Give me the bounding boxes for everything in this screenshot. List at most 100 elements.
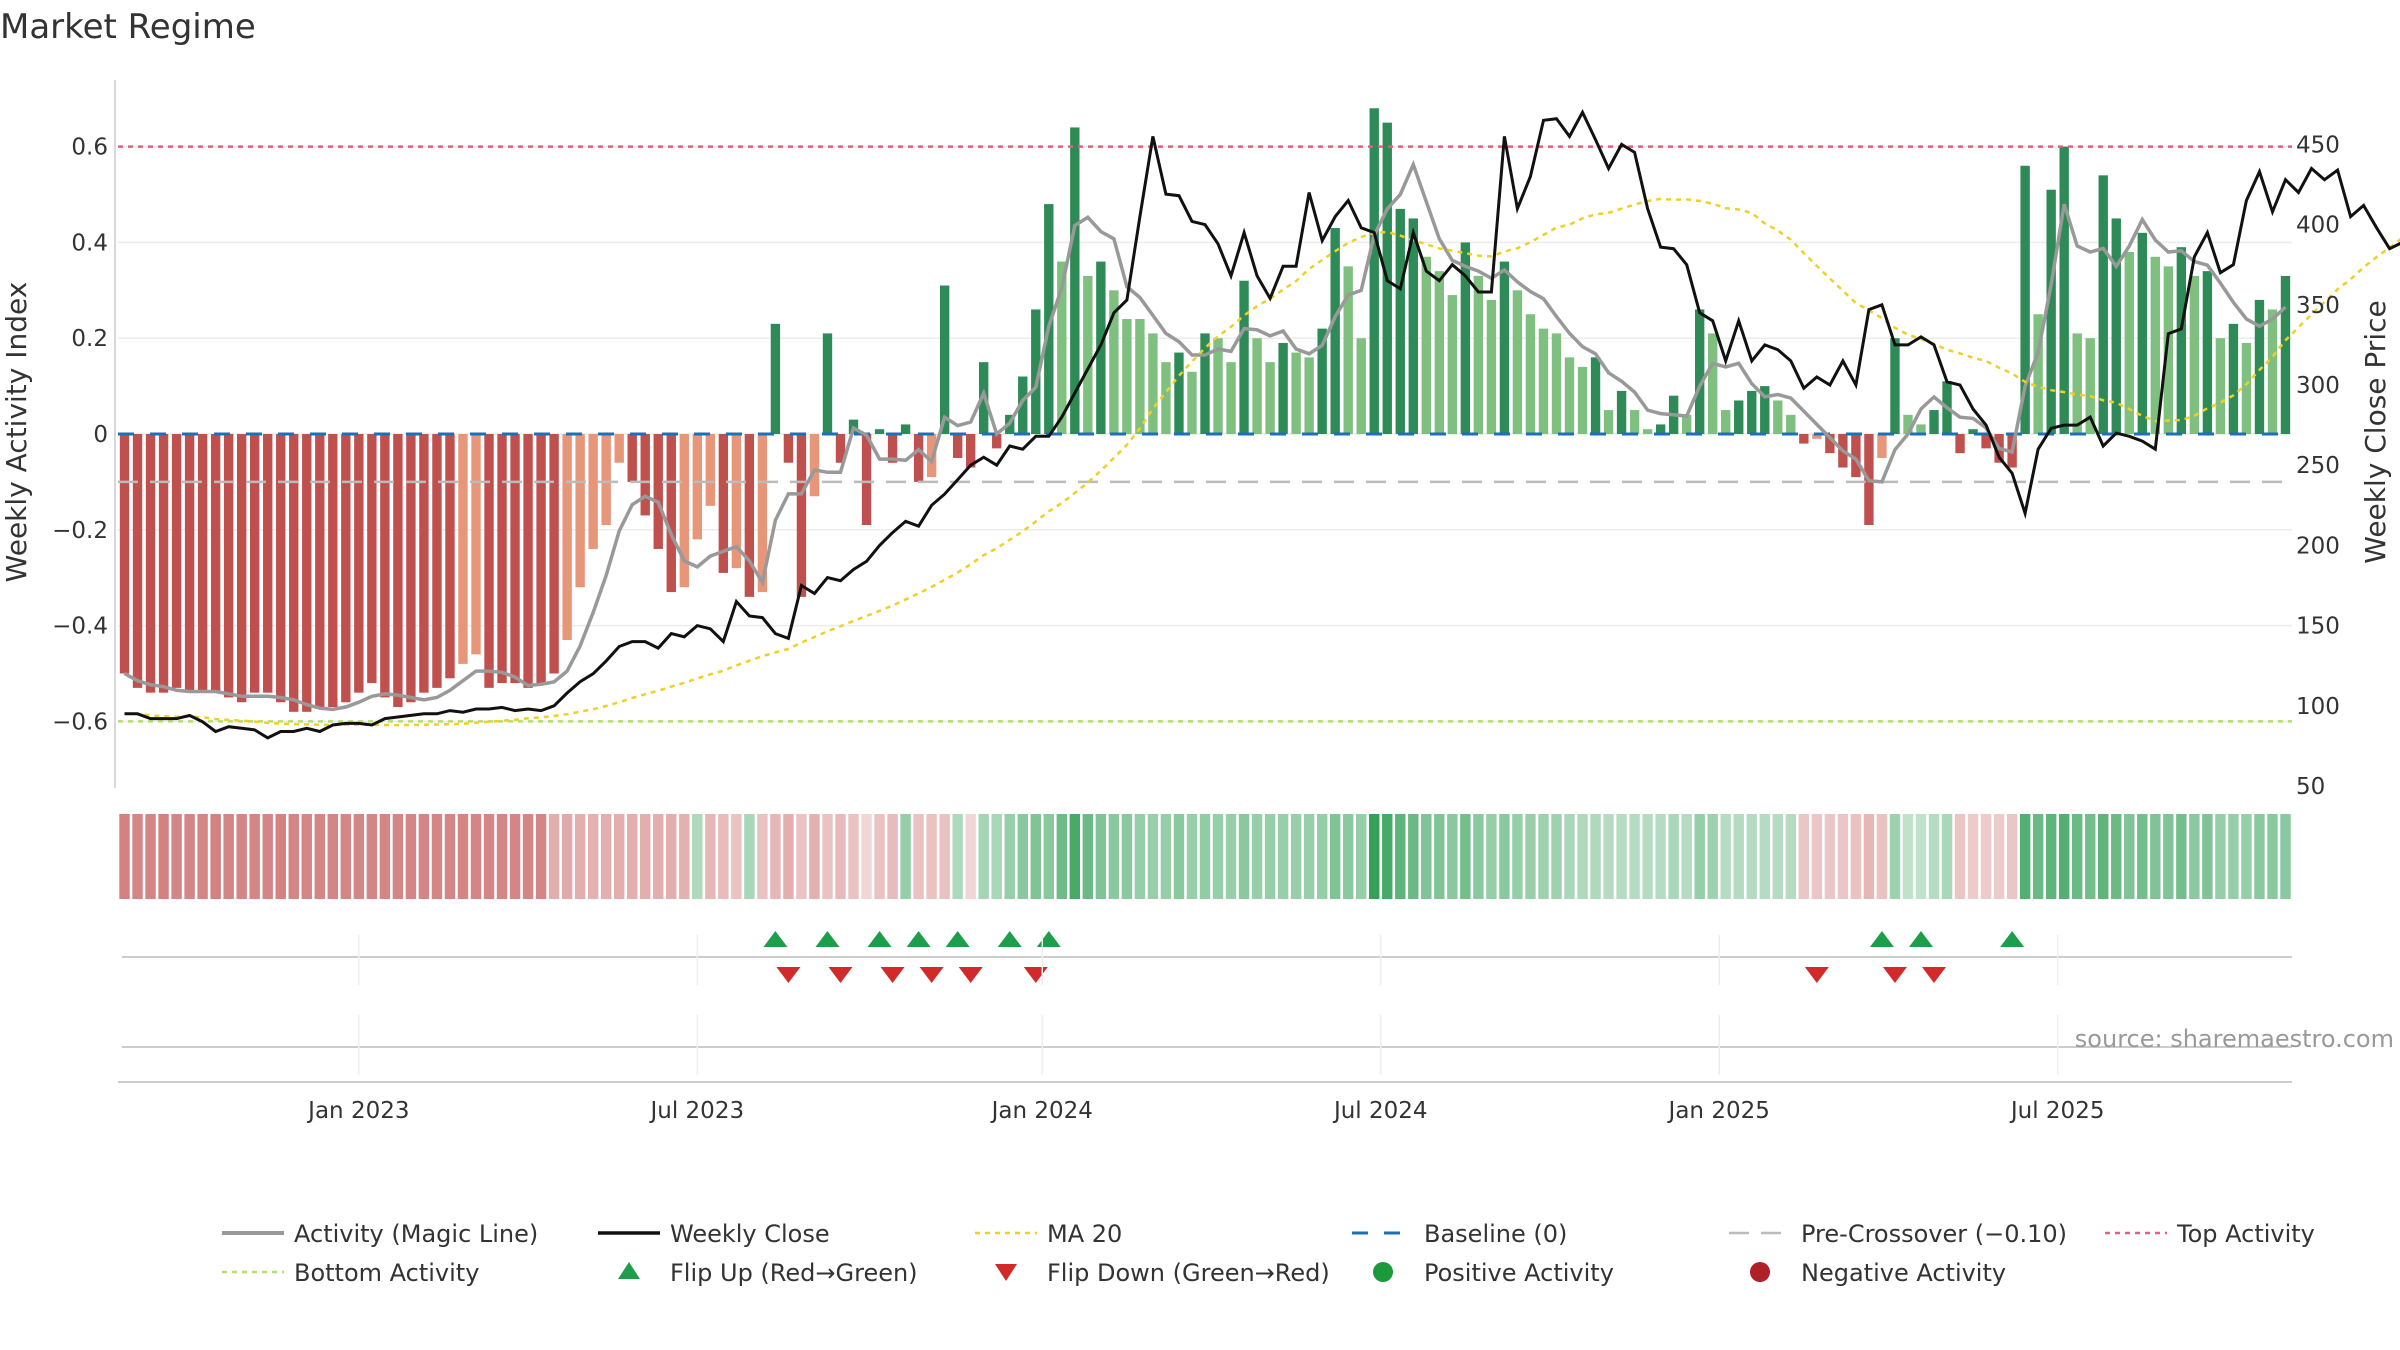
reference-lines (118, 145, 2292, 723)
activity-bar (197, 434, 208, 693)
band-cell (1173, 814, 1185, 899)
band-cell (171, 814, 182, 899)
legend-label: Weekly Close (670, 1220, 830, 1248)
activity-bar (1812, 434, 1822, 439)
band-cell (1121, 814, 1133, 899)
band-cell (1824, 814, 1836, 899)
band-cell (1746, 814, 1757, 899)
activity-bar (1890, 338, 1900, 434)
band-cell (666, 814, 677, 899)
activity-bar (770, 323, 781, 434)
band-cell (1980, 814, 1992, 899)
band-cell (1681, 814, 1692, 899)
activity-bar (1109, 290, 1119, 434)
legend-label: Bottom Activity (294, 1259, 479, 1287)
activity-bar (1018, 376, 1028, 434)
activity-bar (835, 434, 846, 463)
activity-bar (757, 434, 768, 593)
activity-bar (2111, 218, 2121, 434)
activity-bar (1369, 108, 1379, 434)
band-cell (496, 814, 508, 899)
activity-bar (1734, 400, 1744, 434)
activity-bar (1057, 261, 1067, 434)
band-cell (1629, 814, 1640, 899)
band-cell (1434, 814, 1445, 899)
activity-bar (1538, 328, 1549, 434)
band-cell (2045, 814, 2057, 899)
activity-bar (2124, 251, 2134, 434)
band-cell (1941, 814, 1953, 899)
band-cell (731, 814, 742, 899)
band-cell (509, 814, 521, 899)
band-cell (2019, 814, 2031, 899)
legend-item: MA 20 (975, 1220, 1122, 1248)
band-cell (1082, 814, 1094, 899)
activity-bar (1291, 352, 1301, 434)
band-cell (1186, 814, 1198, 899)
band-cell (770, 814, 781, 899)
activity-bar (1708, 333, 1718, 434)
activity-bar (145, 434, 156, 693)
band-cell (1850, 814, 1862, 899)
band-cell (939, 814, 950, 899)
activity-bars (119, 108, 2291, 712)
activity-bar (2215, 338, 2226, 434)
activity-bar (1434, 271, 1445, 434)
flip-down-marker (1922, 967, 1947, 983)
band-cell (119, 814, 130, 899)
band-cell (1290, 814, 1302, 899)
activity-bar (1135, 319, 1145, 434)
activity-bar (276, 434, 286, 703)
band-cell (1551, 814, 1562, 899)
activity-bar (2163, 266, 2174, 434)
activity-bar (1122, 319, 1132, 434)
flip-down-marker (776, 967, 801, 983)
flip-up-marker (763, 931, 788, 947)
activity-bar (2085, 338, 2095, 434)
activity-bar (1044, 204, 1054, 434)
activity-bar (1486, 299, 1497, 434)
band-cell (1004, 814, 1015, 899)
band-cell (1811, 814, 1823, 899)
activity-bar (210, 434, 221, 693)
band-cell (809, 814, 820, 899)
band-cell (835, 814, 846, 899)
band-cell (1095, 814, 1107, 899)
x-axis: Jan 2023 Jul 2023 Jan 2024 Jul 2024 Jan 2025… (118, 935, 2292, 1124)
y-left-tick-label: −0.4 (52, 614, 108, 640)
band-cell (2032, 814, 2044, 899)
activity-bar (1642, 429, 1653, 434)
activity-bar (1721, 410, 1731, 434)
band-cell (757, 814, 768, 899)
activity-bar (1786, 414, 1796, 434)
band-cell (1264, 814, 1276, 899)
activity-bar (601, 434, 611, 526)
band-cell (783, 814, 794, 899)
band-cell (1759, 814, 1770, 899)
legend-item: Pre-Crossover (−0.10) (1729, 1220, 2067, 1248)
activity-bar (1083, 275, 1093, 434)
band-cell (1043, 814, 1054, 899)
activity-bar (2189, 275, 2200, 434)
axes: 0.6 0.4 0.2 0 −0.2 −0.4 −0.6 450 400 350 300 250 200… (52, 80, 2340, 800)
band-cell (1928, 814, 1940, 899)
flip-up-marker (2000, 931, 2025, 947)
y-left-tick-label: 0.6 (71, 135, 108, 161)
band-cell (275, 814, 286, 899)
activity-bar (484, 434, 494, 688)
activity-bar (2202, 271, 2213, 434)
band-cell (1160, 814, 1172, 899)
band-cell (1147, 814, 1159, 899)
band-cell (822, 814, 833, 899)
activity-bar (796, 434, 807, 597)
activity-bar (1512, 290, 1523, 434)
legend: Activity (Magic Line) Weekly Close MA 20 Ba… (222, 1220, 2315, 1287)
band-cell (457, 814, 469, 899)
band-cell (145, 814, 156, 899)
activity-bar (536, 434, 546, 684)
activity-bar (2254, 299, 2265, 434)
band-cell (991, 814, 1002, 899)
x-tick-label: Jul 2023 (648, 1098, 744, 1124)
band-cell (796, 814, 807, 899)
